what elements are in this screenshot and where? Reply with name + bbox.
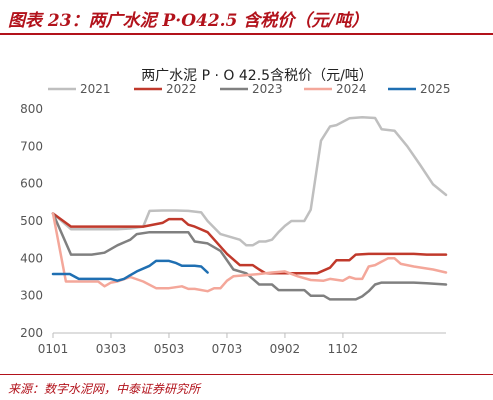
legend-label-2024: 2024 [336,82,367,96]
figure-header: 图表 23：两广水泥 P·O42.5 含税价（元/吨） [0,0,493,35]
series-line-2021 [51,115,448,247]
legend-label-2023: 2023 [252,82,283,96]
chart-series [51,115,448,301]
x-tick-label: 0303 [96,342,127,356]
chart-axes: 200 300 400 500 600 700 800 0101 0303 0503 0703 090… [20,102,446,356]
chart-legend: 2021 2022 2023 2024 2025 [48,82,451,96]
series-line-2025 [51,259,209,282]
x-tick-label: 1102 [328,342,359,356]
series-line-2023 [51,212,448,301]
x-tick-label: 0902 [270,342,301,356]
y-tick-label: 600 [20,177,43,191]
footer-rule [0,374,493,375]
x-tick-label: 0703 [212,342,243,356]
legend-label-2025: 2025 [420,82,451,96]
y-tick-label: 400 [20,251,43,265]
source-note: 来源：数字水泥网，中泰证券研究所 [8,382,201,396]
legend-label-2021: 2021 [80,82,111,96]
y-tick-label: 300 [20,289,43,303]
y-tick-label: 200 [20,326,43,340]
chart-title: 两广水泥 P · O 42.5含税价（元/吨） [141,68,373,84]
legend-label-2022: 2022 [166,82,197,96]
series-line-2022 [51,212,448,275]
x-tick-label: 0503 [154,342,185,356]
y-tick-label: 500 [20,214,43,228]
y-tick-label: 700 [20,139,43,153]
figure-label: 图表 23：两广水泥 P·O42.5 含税价（元/吨） [8,11,369,31]
header-rule [0,33,493,35]
x-tick-label: 0101 [38,342,69,356]
y-tick-label: 800 [20,102,43,116]
